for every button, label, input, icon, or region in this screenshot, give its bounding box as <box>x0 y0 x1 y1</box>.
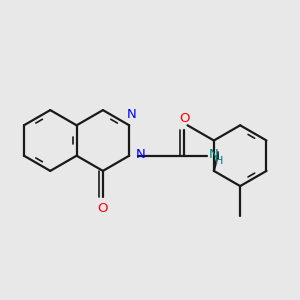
Text: N: N <box>126 108 136 121</box>
Text: N: N <box>136 148 146 161</box>
Text: H: H <box>215 156 224 166</box>
Text: O: O <box>98 202 108 215</box>
Text: N: N <box>208 148 218 161</box>
Text: O: O <box>180 112 190 125</box>
